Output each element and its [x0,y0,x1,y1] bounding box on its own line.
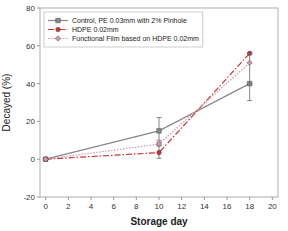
legend-swatch [48,27,68,32]
legend-frame [44,12,203,47]
data-point [156,141,162,147]
x-tick [181,197,182,200]
x-tick-label: 0 [43,202,48,211]
x-tick-label: 4 [89,202,94,211]
y-tick [37,197,40,198]
x-tick-label: 10 [155,202,164,211]
legend-marker [55,36,61,42]
legend-label: HDPE 0.02mm [72,26,119,33]
legend: Control, PE 0.03mm with 2% Pinhole HDPE 0… [44,12,203,47]
data-point [247,60,253,66]
legend-label: Functional Film based on HDPE 0.02mm [72,35,199,42]
y-tick-label: 60 [26,42,35,51]
x-tick-label: 8 [134,202,139,211]
x-tick [113,197,114,200]
data-point [43,157,48,162]
x-tick-label: 20 [268,202,277,211]
y-tick [37,159,40,160]
y-axis-label: Decayed (%) [1,74,12,132]
x-tick [91,197,92,200]
y-tick [37,45,40,46]
x-tick [68,197,69,200]
x-tick-label: 18 [245,202,254,211]
x-tick [249,197,250,200]
legend-marker [56,18,61,23]
x-tick-label: 14 [200,202,209,211]
y-tick-label: -20 [23,193,35,202]
y-tick [37,83,40,84]
x-tick [159,197,160,200]
x-tick [45,197,46,200]
error-bar [157,142,162,146]
data-point [43,157,48,162]
x-tick [136,197,137,200]
data-point [43,156,49,162]
x-tick-label: 16 [223,202,232,211]
error-bar [157,118,162,141]
x-tick-label: 6 [111,202,116,211]
y-tick-label: 40 [26,80,35,89]
data-point [157,129,162,134]
y-tick [37,121,40,122]
x-axis-label: Storage day [130,216,188,227]
x-tick [204,197,205,200]
x-tick [272,197,273,200]
chart: 0 2 4 6 8 10 12 14 16 18 20 -20 0 20 40 60 80 Storage day… [0,0,288,231]
legend-swatch [48,18,68,23]
y-tick-label: 0 [31,155,36,164]
legend-swatch [48,36,68,42]
legend-label: Control, PE 0.03mm with 2% Pinhole [72,17,187,24]
legend-marker [56,27,61,32]
y-tick-label: 20 [26,117,35,126]
y-tick [37,8,40,9]
series-line [46,53,250,159]
plot-frame [40,8,278,197]
series-line [46,63,250,159]
x-tick-label: 12 [177,202,186,211]
plot-marks [43,51,253,162]
data-point [157,150,162,155]
error-bar [247,53,252,100]
y-tick-label: 80 [26,4,35,13]
series-line [46,84,250,160]
x-tick [227,197,228,200]
x-tick-label: 2 [66,202,71,211]
